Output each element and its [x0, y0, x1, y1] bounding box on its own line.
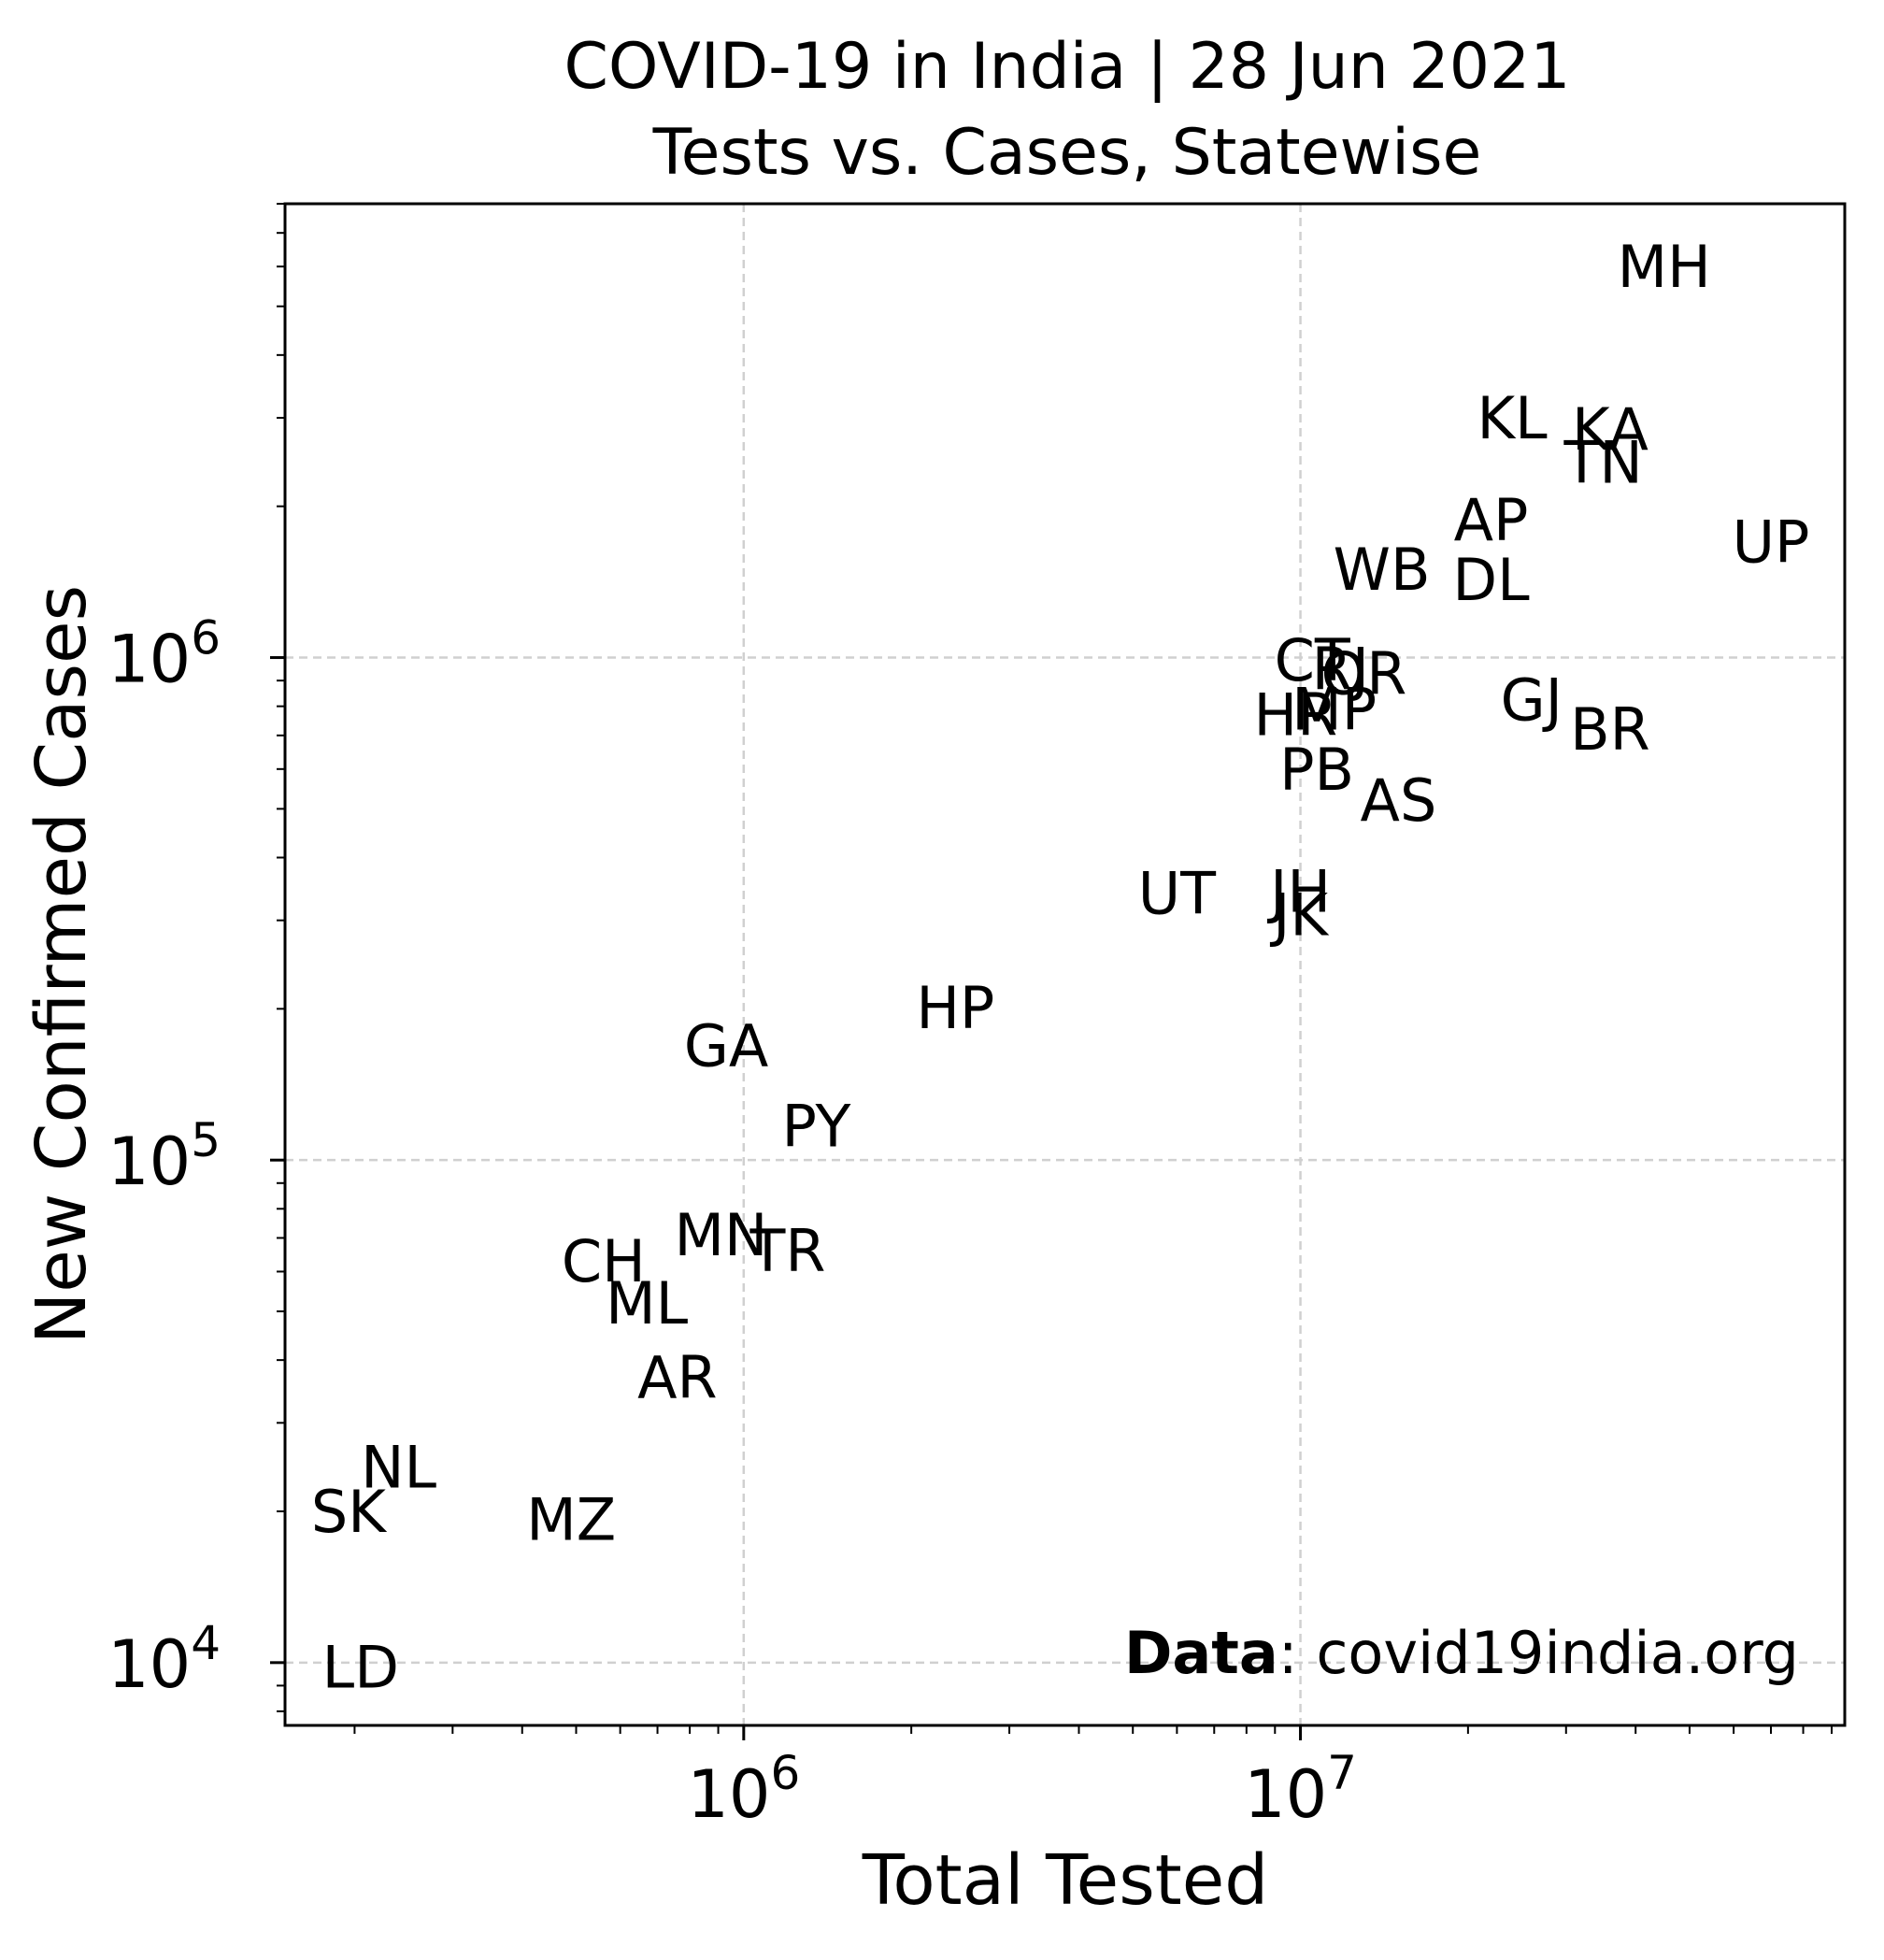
state-label-mn: MN: [674, 1201, 767, 1269]
chart-title-line-1: COVID-19 in India | 28 Jun 2021: [564, 30, 1570, 104]
state-label-rj: RJ: [1312, 636, 1369, 704]
state-label-up: UP: [1733, 508, 1810, 577]
state-label-jk: JK: [1269, 881, 1329, 950]
state-label-gj: GJ: [1501, 665, 1563, 734]
state-label-mh: MH: [1618, 233, 1711, 301]
state-label-wb: WB: [1334, 536, 1431, 604]
y-axis-label: New Confirmed Cases: [21, 585, 102, 1344]
state-label-kl: KL: [1477, 384, 1548, 452]
state-label-mz: MZ: [526, 1485, 616, 1553]
state-label-ap: AP: [1454, 486, 1529, 554]
data-source-credit-text: : covid19india.org: [1278, 1619, 1799, 1687]
tick-labels: 106 107 104 105 106: [107, 611, 1357, 1833]
state-label-hr: HR: [1253, 681, 1337, 750]
state-label-mp: MP: [1292, 676, 1377, 744]
y-tick-label: 106: [107, 611, 221, 698]
state-label-ut: UT: [1138, 859, 1217, 927]
data-source-credit-bold: Data: [1124, 1619, 1278, 1687]
state-label-ml: ML: [606, 1269, 688, 1338]
state-label-ga: GA: [684, 1012, 768, 1080]
y-tick-label: 105: [107, 1113, 221, 1200]
state-label-ct: CT: [1275, 626, 1351, 694]
state-label-as: AS: [1361, 766, 1437, 835]
state-label-ch: CH: [562, 1227, 646, 1295]
state-label-ld: LD: [322, 1634, 399, 1702]
state-label-jh: JH: [1266, 857, 1331, 925]
state-label-br: BR: [1570, 695, 1650, 764]
state-label-sk: SK: [311, 1478, 387, 1546]
x-axis-label: Total Tested: [862, 1840, 1269, 1921]
major-ticks: [270, 656, 1303, 1740]
state-label-or: OR: [1320, 639, 1406, 708]
plot-area-frame: [283, 202, 1847, 1727]
chart-title: COVID-19 in India | 28 Jun 2021 Tests vs…: [564, 30, 1570, 190]
x-tick-label: 107: [1244, 1746, 1357, 1833]
state-label-pb: PB: [1279, 736, 1354, 804]
state-label-py: PY: [782, 1093, 851, 1161]
state-label-nl: NL: [361, 1434, 436, 1502]
state-label-hp: HP: [916, 974, 994, 1042]
state-label-tn: TN: [1563, 428, 1643, 496]
data-source-credit: Data: covid19india.org: [1124, 1619, 1799, 1687]
state-label-tr: TR: [749, 1217, 826, 1285]
state-label-ka: KA: [1572, 395, 1648, 464]
state-label-dl: DL: [1452, 546, 1530, 614]
y-tick-label: 104: [107, 1616, 221, 1703]
grid-lines: [285, 204, 1845, 1725]
x-tick-label: 106: [687, 1746, 800, 1833]
state-label-ar: AR: [637, 1343, 718, 1411]
chart-title-line-2: Tests vs. Cases, Statewise: [652, 116, 1482, 190]
